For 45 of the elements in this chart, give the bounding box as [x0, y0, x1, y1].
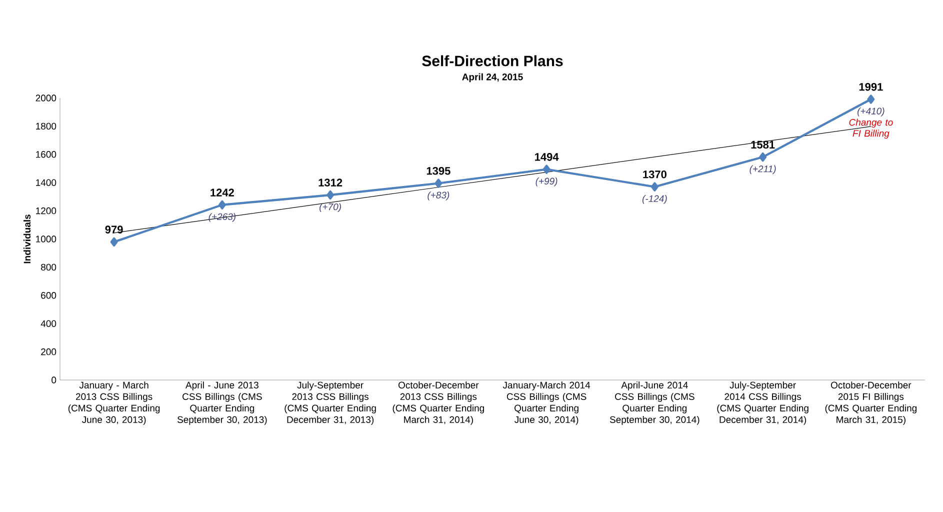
y-tick-label: 1600	[36, 151, 56, 158]
y-tick-label: 1800	[36, 122, 56, 130]
y-tick-label: 0	[52, 376, 56, 384]
point	[867, 94, 875, 104]
data-label: 1494	[535, 153, 559, 161]
chart-subtitle: April 24, 2015	[462, 73, 523, 82]
x-tick-label: October-December 2015 FI Billings (CMS Quarter Ending March 31, 2015)	[825, 382, 917, 425]
data-label: 1581	[751, 140, 775, 149]
y-tick-label: 800	[41, 264, 56, 271]
annotation: Change to FI Billing	[849, 118, 893, 139]
data-label: 1395	[426, 166, 450, 175]
point	[326, 190, 334, 200]
point	[759, 152, 767, 162]
data-label: 1312	[318, 178, 342, 186]
x-tick-label: July-September 2014 CSS Billings (CMS Quarter Ending December 31, 2014)	[717, 382, 808, 425]
y-tick-label: 400	[40, 320, 56, 327]
data-label: 1242	[210, 188, 234, 196]
x-tick-label: April-June 2014 CSS Billings (CMS Quarter Ending September 30, 2014)	[610, 382, 700, 425]
annotation: (+70)	[320, 203, 341, 212]
annotation: (+99)	[536, 178, 558, 186]
y-tick-label: 2000	[36, 94, 56, 102]
chart-title: Self-Direction Plans	[422, 55, 563, 66]
y-tick-label: 1200	[36, 207, 56, 214]
x-tick-label: April - June 2013 CSS Billings (CMS Quarter Ending September 30, 2013)	[177, 382, 267, 425]
y-axis-title: Individuals	[24, 214, 31, 264]
point	[434, 178, 442, 188]
x-tick-label: January - March 2013 CSS Billings (CMS Quarter Ending June 30, 2013)	[68, 382, 160, 425]
x-tick-label: July-September 2013 CSS Billings (CMS Quarter Ending December 31, 2013)	[284, 382, 376, 425]
y-tick-label: 1000	[36, 236, 56, 242]
annotation: (+211)	[750, 165, 776, 174]
point	[650, 182, 658, 192]
y-tick-label: 600	[41, 292, 56, 299]
y-tick-label: 200	[41, 348, 56, 356]
x-tick-label: October-December 2013 CSS Billings (CMS Quarter Ending March 31, 2014)	[392, 382, 484, 425]
annotation: (+410)	[858, 107, 884, 116]
point	[110, 237, 118, 247]
data-label: 1991	[859, 82, 883, 91]
annotation: (+83)	[428, 191, 450, 200]
data-label: 979	[105, 226, 123, 234]
x-tick-label: January-March 2014 CSS Billings (CMS Quarter Ending June 30, 2014)	[502, 382, 590, 425]
point	[542, 164, 550, 174]
data-label: 1370	[643, 170, 666, 178]
point	[218, 200, 226, 210]
y-tick-label: 1400	[36, 179, 56, 186]
annotation: (-124)	[642, 195, 667, 204]
